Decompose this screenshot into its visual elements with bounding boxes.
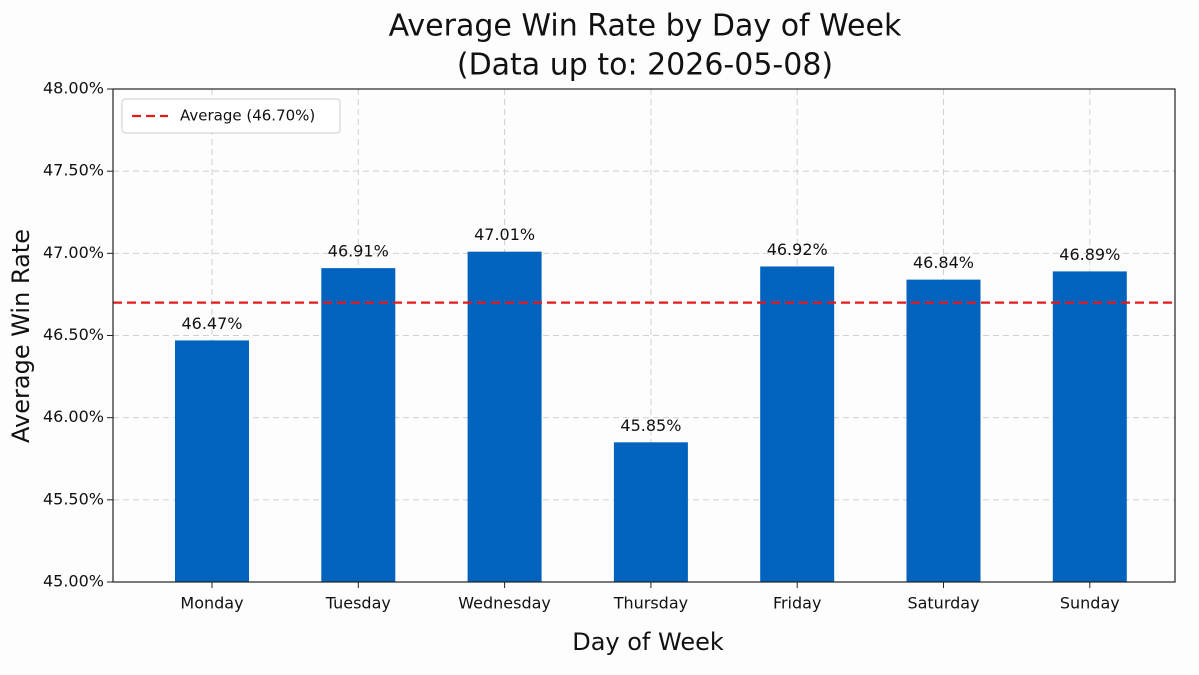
y-tick-label: 46.00% xyxy=(43,407,104,426)
x-tick-label: Saturday xyxy=(907,594,979,613)
legend-label: Average (46.70%) xyxy=(180,107,315,125)
bar xyxy=(1052,271,1127,582)
x-tick-label: Friday xyxy=(773,594,822,613)
y-tick-label: 48.00% xyxy=(43,79,104,98)
x-tick-label: Tuesday xyxy=(325,594,391,613)
value-label: 46.92% xyxy=(767,240,828,259)
chart-subtitle: (Data up to: 2026-05-08) xyxy=(457,48,833,83)
value-label: 47.01% xyxy=(474,225,535,244)
value-label: 46.47% xyxy=(181,314,242,333)
value-label: 46.91% xyxy=(328,242,389,261)
value-label: 46.89% xyxy=(1059,245,1120,264)
y-tick-label: 45.50% xyxy=(43,489,104,508)
bar xyxy=(906,279,981,582)
y-tick-label: 47.50% xyxy=(43,161,104,180)
chart-title: Average Win Rate by Day of Week xyxy=(389,9,902,44)
x-tick-label: Thursday xyxy=(613,594,688,613)
value-label: 46.84% xyxy=(913,253,974,272)
legend-box xyxy=(121,98,341,134)
y-tick-label: 45.00% xyxy=(43,572,104,591)
plot-frame xyxy=(112,88,1176,583)
x-axis-label: Day of Week xyxy=(572,628,724,656)
x-tick-label: Wednesday xyxy=(458,594,551,613)
bar xyxy=(760,266,835,582)
x-tick-label: Monday xyxy=(180,594,243,613)
bar xyxy=(613,442,688,582)
x-tick-label: Sunday xyxy=(1060,594,1120,613)
y-tick-label: 46.50% xyxy=(43,325,104,344)
value-label: 45.85% xyxy=(620,416,681,435)
y-tick-label: 47.00% xyxy=(43,243,104,262)
y-axis-label: Average Win Rate xyxy=(7,229,35,443)
bar xyxy=(175,340,249,582)
bar xyxy=(467,251,542,582)
bar xyxy=(321,268,396,582)
